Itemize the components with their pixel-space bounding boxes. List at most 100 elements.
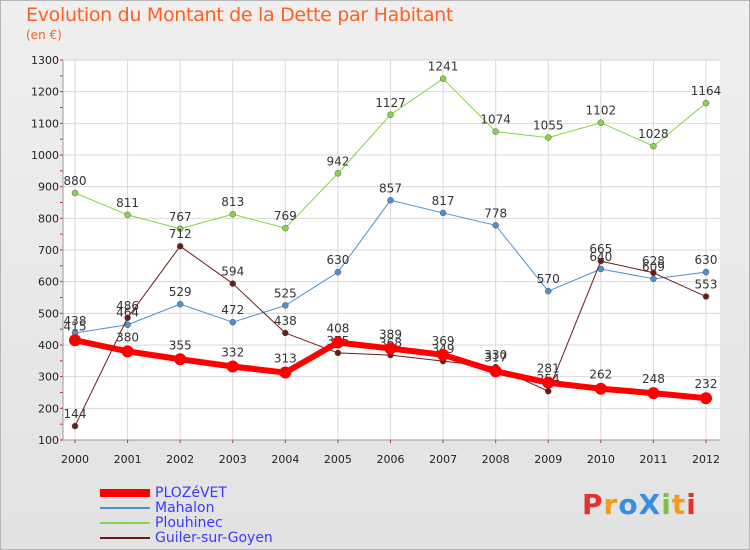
y-tick-label: 100 [38,434,59,447]
data-point-mahalon [282,302,289,309]
data-point-ploz-vet [384,342,397,355]
y-tick-label: 1300 [31,54,59,67]
data-point-guiler-sur-goyen [124,314,131,322]
data-point-mahalon [387,197,394,204]
x-tick-label: 2007 [429,453,457,466]
proxiti-logo: ProXiti [582,488,697,521]
legend-item: PLOZéVET [100,484,273,501]
data-point-plouhinec [387,111,394,119]
data-point-plouhinec [282,224,289,232]
data-label-mahalon: 857 [379,181,402,195]
data-point-ploz-vet [174,353,187,366]
chart-title: Evolution du Montant de la Dette par Hab… [26,4,454,26]
data-point-plouhinec [176,225,184,233]
data-label-guiler-sur-goyen: 712 [169,227,192,241]
data-label-mahalon: 438 [64,314,87,328]
y-tick-label: 500 [38,307,59,320]
legend-item: Guiler-sur-Goyen [100,529,273,546]
data-point-guiler-sur-goyen [282,329,289,337]
data-point-ploz-vet [121,345,134,358]
data-point-ploz-vet [647,387,660,400]
legend-label: Guiler-sur-Goyen [155,529,273,546]
data-label-guiler-sur-goyen: 330 [484,348,507,362]
legend-swatch [100,521,150,524]
legend-swatch [100,536,150,539]
data-label-plouhinec: 1127 [375,96,406,110]
legend-label: Mahalon [155,499,215,516]
data-label-mahalon: 529 [169,285,192,299]
data-point-plouhinec [334,170,342,177]
data-label-ploz-vet: 408 [326,321,349,335]
y-tick-label: 300 [38,371,59,384]
data-label-guiler-sur-goyen: 665 [589,242,612,256]
data-label-guiler-sur-goyen: 486 [116,299,139,313]
x-tick-label: 2004 [271,453,299,466]
data-point-ploz-vet [226,360,239,373]
data-label-mahalon: 778 [484,206,507,220]
data-label-plouhinec: 880 [64,174,87,188]
x-tick-label: 2000 [61,453,89,466]
data-point-ploz-vet [542,376,555,389]
data-label-plouhinec: 942 [326,154,349,168]
data-point-ploz-vet [700,392,712,405]
data-label-plouhinec: 811 [116,196,139,210]
data-label-guiler-sur-goyen: 438 [274,314,297,328]
data-point-mahalon [492,222,499,229]
x-tick-label: 2005 [324,453,352,466]
legend-item: Plouhinec [100,515,273,531]
data-point-guiler-sur-goyen [545,387,552,395]
data-point-plouhinec [229,210,236,218]
x-tick-label: 2002 [166,453,194,466]
data-label-ploz-vet: 415 [64,319,87,333]
data-point-plouhinec [71,189,79,197]
data-label-plouhinec: 1074 [480,113,511,127]
chart-legend: PLOZéVET Mahalon Plouhinec Guiler-sur-Goyen [100,484,273,546]
data-label-ploz-vet: 313 [274,352,297,366]
y-tick-label: 1000 [31,149,59,162]
data-point-guiler-sur-goyen [176,242,184,250]
data-label-mahalon: 817 [432,194,455,208]
y-tick-label: 800 [38,212,59,225]
data-point-ploz-vet [331,336,344,349]
data-point-plouhinec [650,142,657,150]
data-label-plouhinec: 1241 [428,60,459,74]
y-tick-label: 400 [38,339,59,352]
x-tick-label: 2010 [587,453,615,466]
data-label-ploz-vet: 262 [589,368,612,382]
logo-letter: i [661,488,672,521]
logo-letter: r [603,488,619,521]
data-point-plouhinec [124,211,131,219]
data-label-guiler-sur-goyen: 628 [642,254,665,268]
x-tick-label: 2003 [219,453,247,466]
data-point-guiler-sur-goyen [229,280,236,287]
data-point-ploz-vet [279,366,292,379]
logo-letter: o [618,488,639,521]
data-point-guiler-sur-goyen [334,349,342,357]
legend-item: Mahalon [100,499,273,516]
y-tick-label: 700 [38,244,59,257]
data-point-plouhinec [545,134,552,141]
data-point-mahalon [702,268,710,276]
x-tick-label: 2009 [534,453,562,466]
data-label-guiler-sur-goyen: 144 [64,407,87,421]
logo-letter: X [638,488,662,521]
y-tick-label: 1100 [31,117,59,130]
logo-letter: i [686,488,697,521]
data-point-plouhinec [597,119,605,126]
data-label-mahalon: 472 [221,303,244,317]
x-tick-label: 2006 [377,453,405,466]
data-point-guiler-sur-goyen [71,422,79,430]
data-point-mahalon [545,287,552,295]
data-point-ploz-vet [69,334,81,347]
legend-label: PLOZéVET [155,484,227,501]
data-point-plouhinec [702,99,710,107]
data-label-mahalon: 525 [274,286,297,300]
data-label-ploz-vet: 380 [116,330,139,344]
data-label-mahalon: 640 [589,250,612,264]
data-label-mahalon: 630 [695,253,718,267]
logo-letter: t [671,488,687,521]
data-point-plouhinec [492,128,499,135]
data-point-mahalon [176,300,184,308]
data-label-plouhinec: 769 [274,209,297,223]
